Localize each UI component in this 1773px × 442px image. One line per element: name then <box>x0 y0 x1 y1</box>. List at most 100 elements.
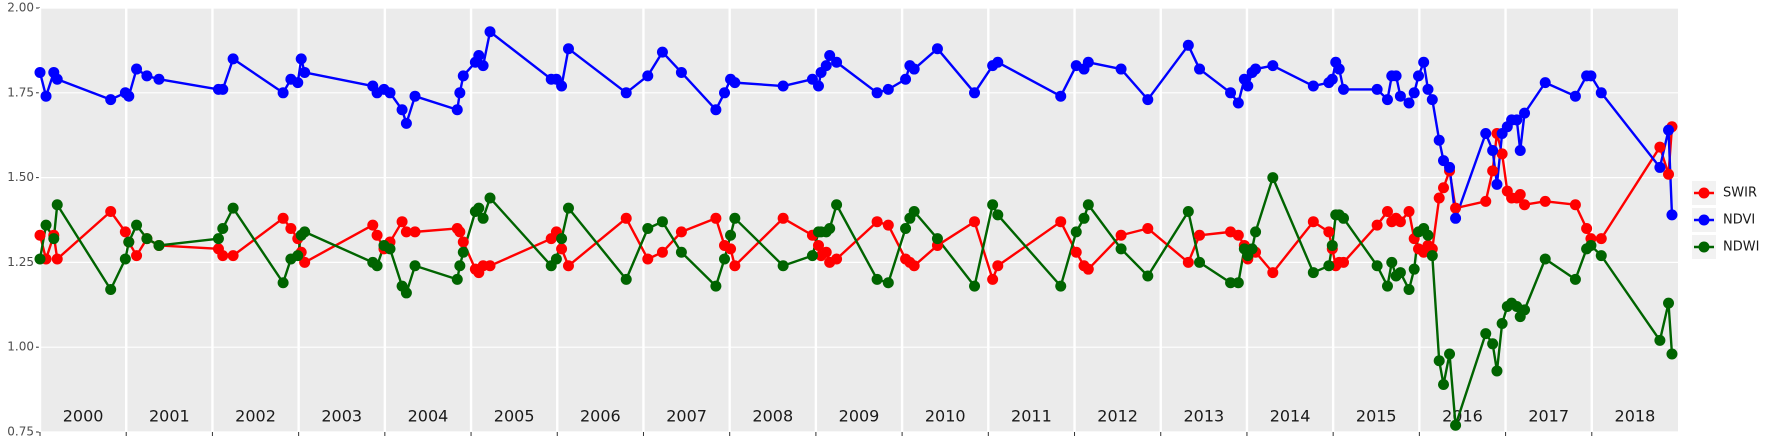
data-point <box>1386 256 1398 268</box>
data-point <box>1408 263 1420 275</box>
data-point <box>656 46 668 58</box>
data-point <box>477 60 489 72</box>
data-point <box>227 250 239 262</box>
data-point <box>1539 253 1551 265</box>
data-point <box>396 104 408 116</box>
data-point <box>1381 94 1393 106</box>
year-label: 2001 <box>149 407 190 426</box>
data-point <box>1307 216 1319 228</box>
data-point <box>454 87 466 99</box>
data-point <box>409 260 421 272</box>
data-point <box>1519 107 1531 119</box>
data-point <box>1371 260 1383 272</box>
data-point <box>777 80 789 92</box>
data-point <box>212 233 224 245</box>
data-point <box>1569 273 1581 285</box>
data-point <box>477 212 489 224</box>
data-point <box>1491 178 1503 190</box>
data-point <box>1519 304 1531 316</box>
data-point <box>295 53 307 65</box>
data-point <box>1514 144 1526 156</box>
data-point <box>992 260 1004 272</box>
year-label: 2014 <box>1270 407 1311 426</box>
data-point <box>1403 206 1415 218</box>
data-point <box>1142 94 1154 106</box>
data-point <box>1390 70 1402 82</box>
data-point <box>454 226 466 238</box>
data-point <box>1267 267 1279 279</box>
data-point <box>1585 70 1597 82</box>
data-point <box>1394 267 1406 279</box>
year-label: 2007 <box>666 407 707 426</box>
data-point <box>1232 277 1244 289</box>
data-point <box>1082 56 1094 68</box>
data-point <box>1666 209 1678 221</box>
legend-point <box>1698 187 1710 199</box>
data-point <box>1394 90 1406 102</box>
data-point <box>105 94 117 106</box>
data-point <box>1480 328 1492 340</box>
data-point <box>123 90 135 102</box>
data-point <box>1338 256 1350 268</box>
data-point <box>153 239 165 251</box>
data-point <box>123 236 135 248</box>
data-point <box>34 253 46 265</box>
data-point <box>831 199 843 211</box>
year-label: 2015 <box>1356 407 1397 426</box>
data-point <box>1511 114 1523 126</box>
data-point <box>1194 63 1206 75</box>
data-point <box>1595 233 1607 245</box>
data-point <box>1323 260 1335 272</box>
data-point <box>1371 83 1383 95</box>
data-point <box>1663 297 1675 309</box>
data-point <box>1232 229 1244 241</box>
data-point <box>1539 77 1551 89</box>
data-point <box>806 250 818 262</box>
data-point <box>642 70 654 82</box>
data-point <box>285 222 297 234</box>
data-point <box>562 43 574 55</box>
y-tick-label: 2.00 <box>7 1 34 15</box>
data-point <box>1408 87 1420 99</box>
data-point <box>1055 280 1067 292</box>
year-label: 2003 <box>321 407 362 426</box>
data-point <box>409 90 421 102</box>
data-point <box>1333 63 1345 75</box>
data-point <box>710 280 722 292</box>
data-point <box>1326 239 1338 251</box>
year-label: 2010 <box>925 407 966 426</box>
data-point <box>1433 355 1445 367</box>
data-point <box>277 87 289 99</box>
legend-point <box>1698 214 1710 226</box>
data-point <box>1338 83 1350 95</box>
legend-text: NDWI <box>1723 240 1759 255</box>
data-point <box>710 104 722 116</box>
data-point <box>1070 226 1082 238</box>
y-tick-label: 1.25 <box>7 255 34 269</box>
data-point <box>1338 212 1350 224</box>
data-point <box>400 117 412 129</box>
data-point <box>105 284 117 296</box>
data-point <box>1539 195 1551 207</box>
data-point <box>908 206 920 218</box>
data-point <box>1433 192 1445 204</box>
data-point <box>987 199 999 211</box>
data-point <box>1569 90 1581 102</box>
data-point <box>484 260 496 272</box>
data-point <box>1142 222 1154 234</box>
data-point <box>1450 202 1462 214</box>
data-point <box>384 243 396 255</box>
data-point <box>105 206 117 218</box>
data-point <box>900 73 912 85</box>
data-point <box>1246 243 1258 255</box>
data-point <box>620 212 632 224</box>
data-point <box>675 246 687 258</box>
data-point <box>1595 87 1607 99</box>
data-point <box>1496 148 1508 160</box>
legend-text: NDVI <box>1723 213 1755 228</box>
data-point <box>457 70 469 82</box>
data-point <box>620 87 632 99</box>
data-point <box>227 202 239 214</box>
data-point <box>1182 39 1194 51</box>
data-point <box>1267 172 1279 184</box>
